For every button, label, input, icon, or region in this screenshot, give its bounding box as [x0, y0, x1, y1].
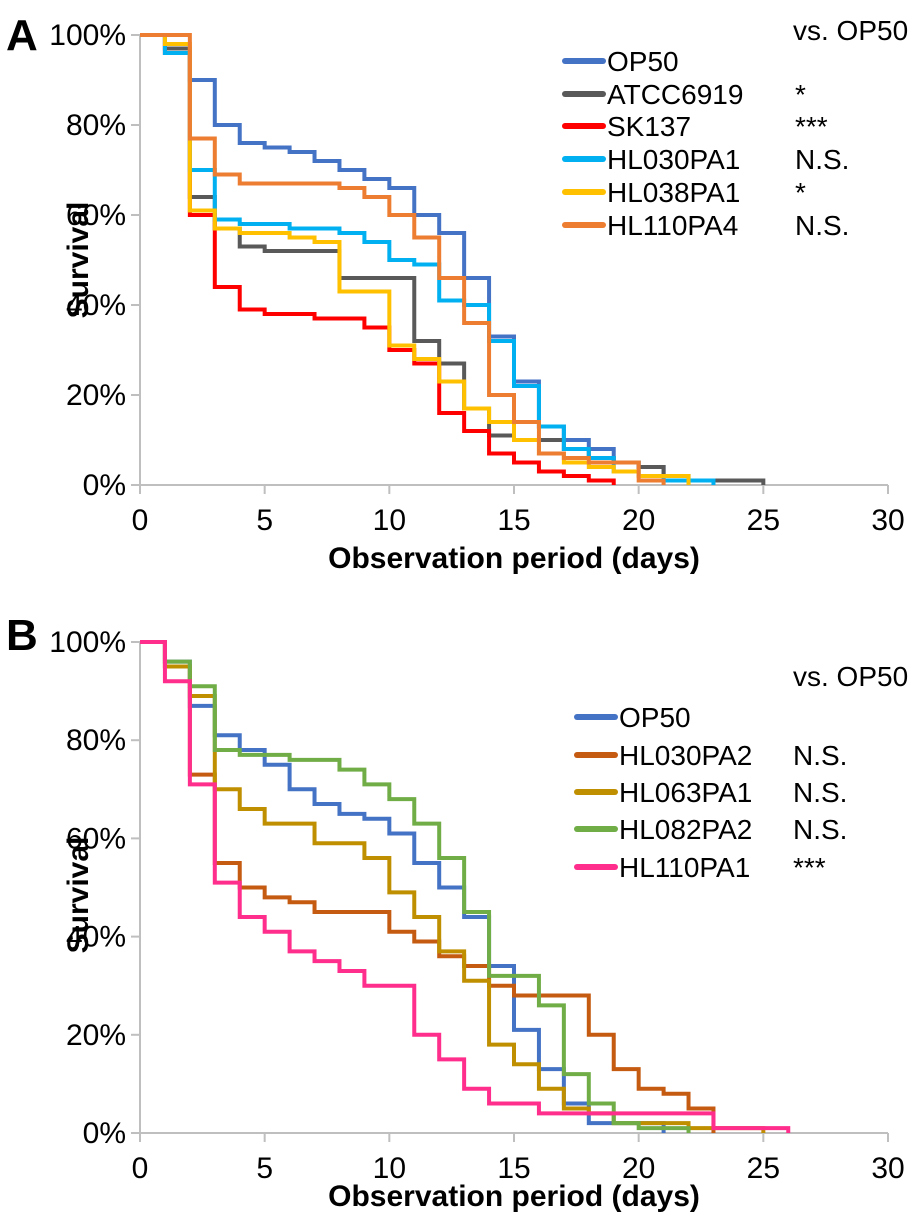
significance-hl110pa4: N.S. [795, 210, 849, 241]
x-tick-label: 30 [871, 1152, 904, 1185]
x-tick-label: 15 [497, 504, 530, 537]
x-tick-label: 20 [622, 1152, 655, 1185]
survival-chart-a: A Survival Observation period (days) vs.… [6, 11, 908, 575]
y-tick-label: 20% [66, 379, 126, 412]
y-tick-label: 100% [49, 19, 126, 52]
legend-label-hl082pa2: HL082PA2 [619, 814, 752, 845]
legend-label-hl110pa1: HL110PA1 [619, 852, 750, 883]
significance-sk137: *** [795, 111, 828, 142]
legend-label-hl038pa1: HL038PA1 [607, 177, 740, 208]
legend-label-hl030pa1: HL030PA1 [607, 144, 740, 175]
significance-hl082pa2: N.S. [793, 814, 847, 845]
series-group-a [140, 33, 766, 485]
x-tick-label: 15 [497, 1152, 530, 1185]
y-axis-title-a: Survival [62, 202, 95, 319]
y-tick-label: 40% [66, 289, 126, 322]
legend-label-sk137: SK137 [607, 111, 691, 142]
x-axis-title-b: Observation period (days) [328, 1180, 700, 1213]
series-curve-hl082pa2 [140, 640, 691, 1133]
x-tick-label: 5 [256, 1152, 273, 1185]
y-tick-label: 0% [83, 1117, 126, 1150]
significance-hl110pa1: *** [793, 852, 826, 883]
series-curve-hl110pa4 [140, 33, 666, 485]
x-tick-label: 10 [373, 504, 406, 537]
survival-chart-b: B Survival Observation period (days) vs.… [6, 611, 908, 1213]
series-group-b [140, 640, 791, 1133]
x-axis-title-a: Observation period (days) [328, 542, 700, 575]
panel-a-label: A [6, 11, 38, 60]
x-tick-label: 0 [132, 504, 149, 537]
x-tick-label: 25 [747, 1152, 780, 1185]
legend-header-a: vs. OP50 [793, 15, 908, 46]
legend-label-atcc6919: ATCC6919 [607, 79, 743, 110]
x-tick-label: 30 [871, 504, 904, 537]
y-tick-label: 60% [66, 822, 126, 855]
panel-a: A Survival Observation period (days) vs.… [0, 0, 912, 600]
significance-hl038pa1: * [795, 177, 806, 208]
y-tick-label: 80% [66, 724, 126, 757]
panel-b: B Survival Observation period (days) vs.… [0, 600, 912, 1218]
legend-label-hl030pa2: HL030PA2 [619, 740, 752, 771]
series-curve-op50 [140, 640, 666, 1133]
axes-b: 0 5 10 15 20 25 30 100% 80% 60% 40% 20% 0% [49, 626, 904, 1185]
axes-a: 0 5 10 15 20 25 30 100% 80% 60% 40% 20% 0% [49, 19, 904, 537]
legend-header-b: vs. OP50 [793, 661, 908, 692]
y-tick-label: 100% [49, 626, 126, 659]
x-tick-label: 5 [256, 504, 273, 537]
x-tick-label: 25 [747, 504, 780, 537]
y-tick-label: 20% [66, 1019, 126, 1052]
series-curve-hl110pa1 [140, 640, 791, 1133]
x-tick-label: 10 [373, 1152, 406, 1185]
significance-hl030pa1: N.S. [795, 144, 849, 175]
legend-label-hl110pa4: HL110PA4 [607, 210, 738, 241]
y-tick-label: 0% [83, 469, 126, 502]
x-tick-label: 20 [622, 504, 655, 537]
y-tick-label: 80% [66, 109, 126, 142]
y-axis-title-b: Survival [62, 837, 95, 954]
significance-hl030pa2: N.S. [793, 740, 847, 771]
y-tick-label: 40% [66, 921, 126, 954]
legend-label-op50: OP50 [607, 46, 679, 77]
legend-b: OP50 HL030PA2 N.S. HL063PA1 N.S. HL082PA2 N.S.… [574, 702, 847, 883]
series-curve-hl038pa1 [140, 33, 691, 485]
y-tick-label: 60% [66, 199, 126, 232]
x-tick-label: 0 [132, 1152, 149, 1185]
legend-label-op50: OP50 [619, 702, 691, 733]
series-curve-sk137 [140, 33, 616, 485]
significance-hl063pa1: N.S. [793, 777, 847, 808]
legend-label-hl063pa1: HL063PA1 [619, 777, 752, 808]
significance-atcc6919: * [795, 79, 806, 110]
panel-b-label: B [6, 611, 38, 660]
